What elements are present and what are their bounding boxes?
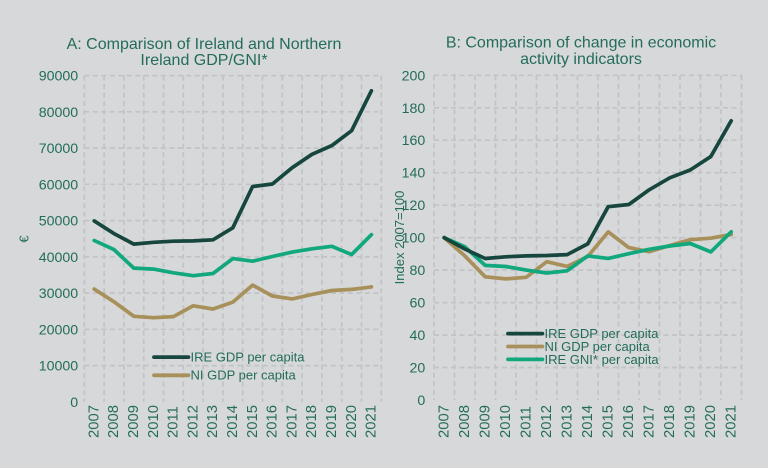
- svg-text:100: 100: [402, 231, 426, 247]
- svg-text:2011: 2011: [166, 406, 182, 438]
- svg-text:2009: 2009: [477, 405, 493, 438]
- svg-text:2013: 2013: [205, 405, 221, 438]
- svg-text:2016: 2016: [265, 405, 281, 438]
- svg-text:2012: 2012: [185, 405, 201, 438]
- svg-text:2008: 2008: [457, 405, 473, 438]
- svg-text:30000: 30000: [39, 286, 79, 302]
- svg-text:A: Comparison of Ireland and N: A: Comparison of Ireland and Northern: [67, 36, 342, 53]
- svg-text:200: 200: [402, 68, 426, 84]
- svg-text:€: €: [17, 235, 32, 243]
- svg-text:160: 160: [402, 133, 426, 149]
- svg-text:IRE GDP per capita: IRE GDP per capita: [191, 350, 306, 365]
- svg-text:IRE GDP per capita: IRE GDP per capita: [545, 326, 660, 341]
- svg-text:40000: 40000: [39, 250, 79, 266]
- svg-text:20000: 20000: [39, 322, 79, 338]
- svg-text:2015: 2015: [601, 405, 617, 438]
- svg-text:2010: 2010: [146, 405, 162, 438]
- svg-text:B: Comparison of change in eco: B: Comparison of change in economic: [446, 35, 716, 52]
- svg-text:2021: 2021: [364, 405, 380, 438]
- svg-text:2016: 2016: [621, 405, 637, 438]
- svg-text:Ireland GDP/GNI*: Ireland GDP/GNI*: [140, 52, 267, 69]
- svg-text:2015: 2015: [245, 405, 261, 438]
- svg-text:Index 2007=100: Index 2007=100: [392, 191, 407, 285]
- svg-text:140: 140: [402, 166, 426, 182]
- svg-text:10000: 10000: [39, 359, 79, 375]
- svg-text:120: 120: [402, 198, 426, 214]
- svg-text:70000: 70000: [39, 141, 79, 157]
- svg-text:2013: 2013: [560, 405, 576, 438]
- svg-text:180: 180: [402, 101, 426, 117]
- svg-text:2017: 2017: [284, 405, 300, 438]
- svg-text:0: 0: [70, 395, 78, 411]
- svg-text:80: 80: [410, 263, 426, 279]
- svg-text:80000: 80000: [39, 105, 79, 121]
- svg-text:60000: 60000: [39, 177, 79, 193]
- svg-text:40: 40: [410, 328, 426, 344]
- svg-text:2018: 2018: [304, 405, 320, 438]
- svg-text:2011: 2011: [519, 406, 535, 438]
- svg-text:60: 60: [410, 296, 426, 312]
- svg-text:90000: 90000: [39, 69, 79, 85]
- svg-text:IRE GNI* per capita: IRE GNI* per capita: [545, 352, 660, 367]
- svg-text:NI GDP per capita: NI GDP per capita: [545, 339, 651, 354]
- svg-text:2020: 2020: [344, 405, 360, 438]
- svg-text:0: 0: [417, 393, 425, 409]
- svg-text:2020: 2020: [703, 405, 719, 438]
- svg-text:NI GDP per capita: NI GDP per capita: [191, 368, 297, 383]
- svg-text:20: 20: [410, 361, 426, 377]
- svg-text:2018: 2018: [662, 405, 678, 438]
- svg-text:2007: 2007: [86, 405, 102, 438]
- svg-text:2019: 2019: [324, 405, 340, 438]
- svg-text:2014: 2014: [225, 405, 241, 438]
- svg-text:2007: 2007: [436, 405, 452, 438]
- svg-text:50000: 50000: [39, 214, 79, 230]
- svg-text:2021: 2021: [724, 405, 740, 438]
- svg-text:2009: 2009: [126, 405, 142, 438]
- svg-text:2008: 2008: [106, 405, 122, 438]
- svg-text:2012: 2012: [539, 405, 555, 438]
- svg-text:activity indicators: activity indicators: [520, 51, 642, 68]
- svg-text:2019: 2019: [683, 405, 699, 438]
- svg-text:2010: 2010: [498, 405, 514, 438]
- svg-text:2017: 2017: [642, 405, 658, 438]
- svg-text:2014: 2014: [580, 405, 596, 438]
